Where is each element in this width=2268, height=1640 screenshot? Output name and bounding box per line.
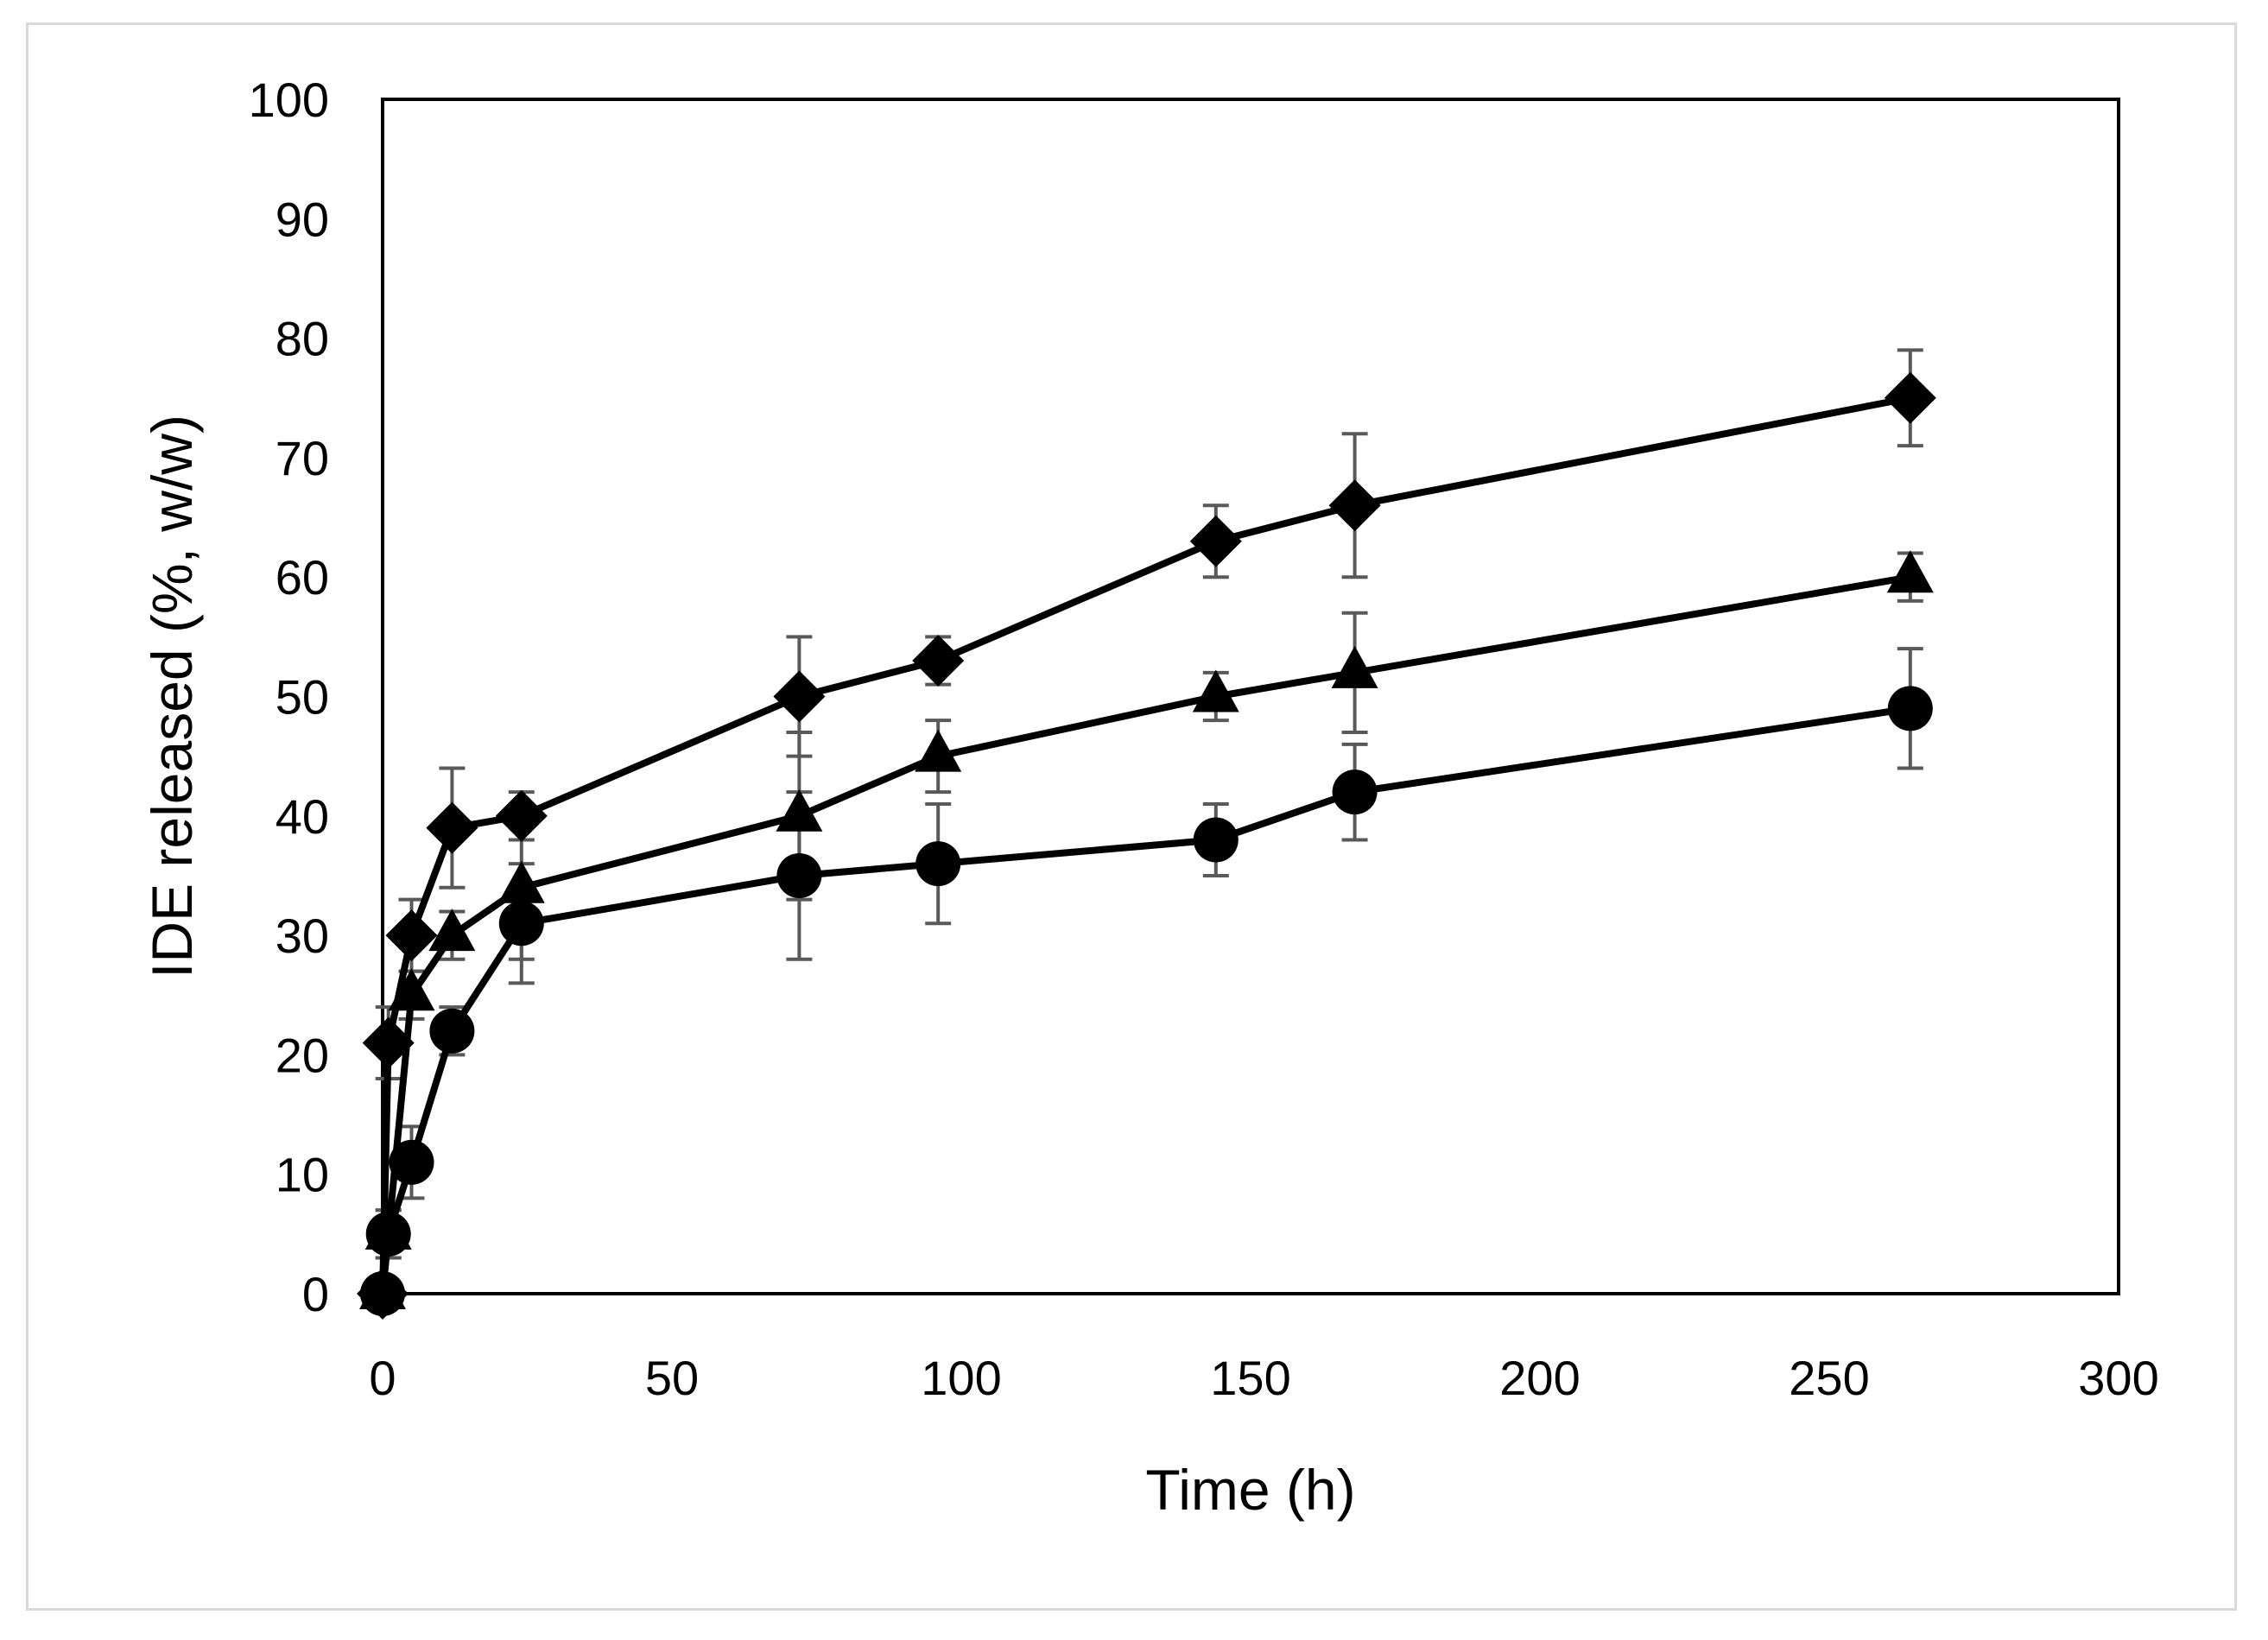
data-point-circle — [360, 1271, 405, 1316]
x-tick-label: 100 — [921, 1351, 1001, 1405]
y-tick-label: 100 — [249, 73, 329, 127]
data-point-triangle — [1192, 669, 1239, 712]
data-point-circle — [389, 1139, 434, 1185]
data-point-diamond — [385, 909, 438, 962]
y-tick-label: 50 — [276, 670, 329, 725]
data-point-diamond — [912, 635, 965, 687]
x-tick-label: 200 — [1499, 1351, 1580, 1405]
data-point-circle — [429, 1008, 475, 1054]
data-point-diamond — [1189, 515, 1242, 567]
y-tick-label: 80 — [276, 312, 329, 366]
y-axis-ticks: 0 10 20 30 40 50 60 70 80 90 100 — [249, 73, 329, 1321]
data-point-diamond — [362, 1016, 415, 1069]
y-tick-label: 0 — [302, 1267, 329, 1321]
data-point-diamond — [495, 789, 548, 842]
data-point-triangle — [915, 729, 962, 772]
data-point-circle — [365, 1211, 411, 1257]
y-tick-label: 70 — [276, 431, 329, 485]
y-tick-label: 60 — [276, 550, 329, 605]
data-point-circle — [776, 852, 822, 898]
data-point-triangle — [776, 788, 823, 832]
data-point-circle — [915, 841, 961, 887]
data-point-diamond — [1884, 371, 1936, 424]
data-point-triangle — [1331, 645, 1378, 688]
series-circle-markers — [360, 686, 1933, 1316]
data-point-circle — [1193, 817, 1239, 863]
data-point-circle — [1887, 686, 1933, 731]
data-point-diamond — [1328, 479, 1381, 532]
x-tick-label: 50 — [645, 1351, 699, 1405]
data-point-triangle — [388, 968, 435, 1011]
series-diamond-line — [379, 394, 1911, 1295]
x-tick-label: 0 — [369, 1351, 396, 1405]
series-triangle-line — [379, 573, 1911, 1295]
data-point-triangle — [497, 860, 545, 903]
x-tick-label: 150 — [1210, 1351, 1290, 1405]
y-tick-label: 20 — [276, 1028, 329, 1082]
x-axis-ticks: 0 50 100 150 200 250 300 — [369, 1351, 2158, 1405]
data-point-circle — [498, 901, 544, 947]
y-axis-title: IDE released (%, w/w) — [140, 415, 204, 978]
x-tick-label: 250 — [1789, 1351, 1869, 1405]
data-point-circle — [1332, 769, 1378, 815]
x-axis-title: Time (h) — [1145, 1458, 1355, 1522]
plot-area — [381, 98, 2120, 1295]
data-point-triangle — [428, 909, 476, 952]
series-layer — [357, 348, 1936, 1320]
y-tick-label: 30 — [276, 909, 329, 963]
y-tick-label: 90 — [276, 192, 329, 246]
y-tick-label: 40 — [276, 789, 329, 844]
series-circle-line — [379, 705, 1911, 1295]
y-tick-label: 10 — [276, 1148, 329, 1202]
data-point-diamond — [426, 801, 478, 854]
x-tick-label: 300 — [2078, 1351, 2158, 1405]
data-point-diamond — [773, 670, 826, 723]
data-point-triangle — [1886, 550, 1934, 593]
